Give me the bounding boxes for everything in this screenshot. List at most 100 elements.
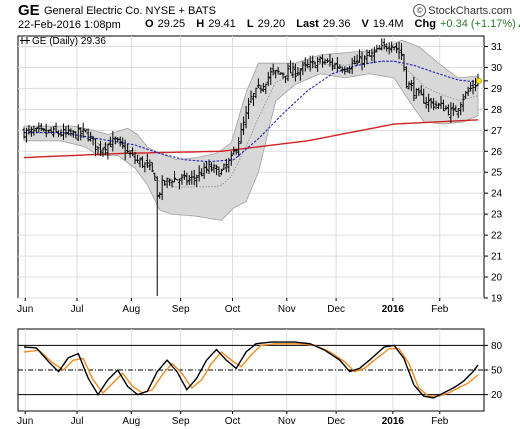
stoch-y-tick-label: 20 bbox=[491, 390, 503, 401]
ohlc-bar bbox=[108, 136, 112, 148]
ohlc-bar bbox=[436, 102, 441, 109]
low-value: 29.20 bbox=[257, 18, 286, 30]
ohlc-bar bbox=[212, 163, 216, 173]
ohlc-bar bbox=[101, 147, 105, 157]
y-tick-label: 23 bbox=[491, 210, 503, 221]
x-tick-label: Oct bbox=[225, 304, 241, 315]
ticker-symbol: GE bbox=[18, 2, 40, 19]
ohlc-bar bbox=[185, 172, 189, 186]
ohlc-bar bbox=[200, 168, 204, 177]
ohlc-bar bbox=[254, 87, 258, 99]
ohlc-bar bbox=[224, 158, 228, 173]
stockcharts-brand[interactable]: © StockCharts.com bbox=[413, 4, 512, 17]
ohlc-bar bbox=[412, 76, 416, 102]
y-tick-label: 31 bbox=[491, 42, 503, 53]
ohlc-bar bbox=[123, 139, 127, 161]
ohlc-bar bbox=[471, 79, 475, 95]
ohlc-bar bbox=[167, 178, 172, 186]
ohlc-bar bbox=[143, 162, 147, 173]
x-tick-label: Jul bbox=[71, 304, 84, 315]
ohlc-bar bbox=[27, 124, 31, 135]
ohlc-summary: O 29.25 H 29.41 L 29.20 Last 29.36 V 19.… bbox=[145, 18, 520, 30]
ohlc-bar bbox=[103, 142, 108, 156]
ohlc-bar bbox=[37, 122, 41, 133]
ohlc-bar bbox=[390, 41, 394, 53]
ohlc-bar bbox=[96, 146, 100, 155]
ohlc-bar bbox=[283, 75, 288, 84]
ohlc-bar bbox=[145, 153, 149, 168]
ohlc-bar bbox=[113, 136, 117, 145]
ohlc-bar bbox=[377, 45, 381, 50]
ohlc-bar bbox=[130, 147, 135, 157]
ohlc-bar bbox=[150, 162, 154, 172]
ohlc-bar bbox=[234, 148, 238, 155]
ohlc-bar bbox=[219, 169, 223, 176]
brand-label: StockCharts.com bbox=[428, 5, 512, 17]
ohlc-bar bbox=[93, 138, 98, 157]
ohlc-bar bbox=[182, 170, 186, 180]
ohlc-bar bbox=[328, 53, 332, 67]
volume-value: 19.4M bbox=[372, 18, 404, 30]
ohlc-bar bbox=[422, 88, 426, 104]
y-tick-label: 25 bbox=[491, 168, 503, 179]
ohlc-bar bbox=[175, 178, 179, 181]
ohlc-bar bbox=[316, 56, 320, 72]
y-tick-label: 28 bbox=[491, 105, 503, 116]
ohlc-bar bbox=[288, 60, 293, 74]
ohlc-bar bbox=[138, 157, 142, 168]
ohlc-bar bbox=[444, 105, 448, 111]
ma200-line bbox=[23, 119, 479, 159]
ohlc-bar bbox=[266, 71, 270, 87]
ohlc-bar bbox=[76, 124, 80, 141]
ohlc-bar bbox=[343, 66, 347, 75]
ohlc-bar bbox=[52, 126, 56, 138]
ohlc-bar bbox=[454, 105, 458, 112]
last-label: Last bbox=[296, 18, 319, 30]
ohlc-bar bbox=[461, 93, 465, 112]
ohlc-bar bbox=[165, 177, 169, 189]
ohlc-bar bbox=[74, 131, 78, 139]
ohlc-bar bbox=[71, 130, 75, 138]
ohlc-bar bbox=[128, 149, 132, 158]
x-tick-label: Jun bbox=[17, 304, 33, 315]
ohlc-bar bbox=[459, 101, 463, 116]
ohlc-bar bbox=[153, 172, 157, 181]
change-label: Chg bbox=[414, 18, 436, 30]
ohlc-bar bbox=[311, 55, 315, 69]
ohlc-bar bbox=[449, 102, 453, 123]
ohlc-bar bbox=[451, 102, 455, 117]
ohlc-bar bbox=[397, 41, 401, 60]
stoch-plot-area bbox=[23, 341, 479, 399]
ohlc-bar bbox=[148, 159, 152, 171]
legend-entry: GE (Daily) 29.36 bbox=[32, 36, 106, 47]
ohlc-bar bbox=[427, 93, 431, 113]
ohlc-bar bbox=[118, 136, 122, 147]
ohlc-bar bbox=[187, 175, 191, 186]
ohlc-bar bbox=[261, 83, 265, 92]
ohlc-bar bbox=[468, 82, 473, 92]
ohlc-bar bbox=[394, 42, 399, 54]
low-label: L bbox=[246, 18, 254, 30]
x-tick-label: Sep bbox=[172, 304, 190, 315]
ohlc-bar bbox=[402, 53, 406, 72]
ohlc-bar bbox=[301, 61, 305, 76]
y-tick-label: 27 bbox=[491, 126, 503, 137]
ohlc-bar bbox=[320, 54, 325, 68]
quote-date: 22-Feb-2016 1:08pm bbox=[18, 19, 121, 31]
ohlc-bar bbox=[89, 131, 93, 142]
ohlc-bar bbox=[126, 143, 130, 153]
bollinger-band bbox=[23, 39, 479, 221]
ohlc-bar bbox=[239, 122, 243, 144]
ohlc-bar bbox=[335, 56, 339, 72]
last-value: 29.36 bbox=[322, 18, 351, 30]
ohlc-bar bbox=[446, 104, 450, 116]
ohlc-bar bbox=[207, 159, 211, 174]
ohlc-bar bbox=[197, 165, 201, 182]
high-label: H bbox=[196, 18, 205, 30]
ohlc-bar bbox=[69, 128, 73, 137]
stoch-x-tick-label: Dec bbox=[327, 416, 345, 427]
ohlc-bar bbox=[399, 43, 404, 60]
ohlc-bar bbox=[29, 126, 34, 137]
ohlc-bar bbox=[419, 85, 423, 96]
stoch-d-line bbox=[23, 343, 479, 397]
